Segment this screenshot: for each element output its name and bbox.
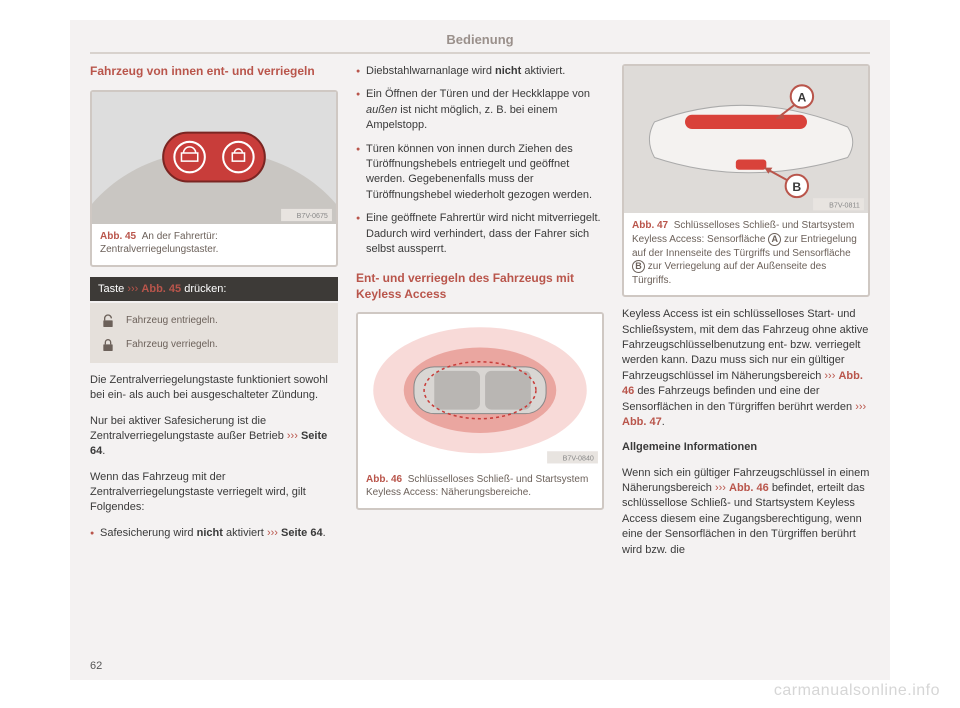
figure-46-image: B7V-0840 xyxy=(358,314,602,467)
figure-47-caption: Abb. 47 Schlüsselloses Schließ- und Star… xyxy=(624,213,868,295)
paragraph: Keyless Access ist ein schlüsselloses St… xyxy=(622,307,870,430)
figure-47-image: A B B7V-0811 xyxy=(624,66,868,213)
page: Bedienung Fahrzeug von innen ent- und ve… xyxy=(70,20,890,680)
figure-45: B7V-0675 Abb. 45 An der Fahrertür: Zentr… xyxy=(90,90,338,267)
lock-row: Fahrzeug verriegeln. xyxy=(100,333,328,357)
figure-46: B7V-0840 Abb. 46 Schlüsselloses Schließ-… xyxy=(356,312,604,510)
svg-text:B7V-0811: B7V-0811 xyxy=(829,201,860,209)
instruction-header: Taste ››› Abb. 45 drücken: xyxy=(90,277,338,301)
paragraph: Wenn das Fahrzeug mit der Zentralverrieg… xyxy=(90,470,338,516)
list-item: Eine geöffnete Fahrertür wird nicht mitv… xyxy=(356,211,604,257)
svg-text:A: A xyxy=(798,91,807,105)
svg-text:B7V-0840: B7V-0840 xyxy=(563,455,594,463)
figure-46-caption: Abb. 46 Schlüsselloses Schließ- und Star… xyxy=(358,467,602,508)
list-item: Safesicherung wird nicht aktiviert ››› S… xyxy=(90,526,338,541)
bullet-list: Diebstahlwarnanlage wird nicht aktiviert… xyxy=(356,64,604,257)
content-columns: Fahrzeug von innen ent- und verriegeln B… xyxy=(90,64,870,568)
paragraph: Nur bei aktiver Safesicherung ist die Ze… xyxy=(90,414,338,460)
column-3: A B B7V-0811 Abb. 47 Schlüsselloses Schl… xyxy=(622,64,870,568)
paragraph: Wenn sich ein gültiger Fahrzeugschlüssel… xyxy=(622,466,870,558)
watermark: carmanualsonline.info xyxy=(774,682,940,700)
instruction-list: Fahrzeug entriegeln. Fahrzeug verriegeln… xyxy=(90,303,338,363)
bullet-list: Safesicherung wird nicht aktiviert ››› S… xyxy=(90,526,338,541)
figure-45-image: B7V-0675 xyxy=(92,92,336,224)
list-item: Türen können von innen durch Ziehen des … xyxy=(356,142,604,204)
column-1: Fahrzeug von innen ent- und verriegeln B… xyxy=(90,64,338,568)
subheading: Allgemeine Informationen xyxy=(622,440,870,455)
page-number: 62 xyxy=(90,660,102,672)
unlock-icon xyxy=(100,313,116,329)
list-item: Diebstahlwarnanlage wird nicht aktiviert… xyxy=(356,64,604,79)
list-item: Ein Öffnen der Türen und der Heckklappe … xyxy=(356,87,604,133)
section-title-keyless: Ent- und verriegeln des Fahrzeugs mit Ke… xyxy=(356,271,604,302)
svg-text:B: B xyxy=(792,180,801,194)
section-title-lock-inside: Fahrzeug von innen ent- und verriegeln xyxy=(90,64,338,80)
column-2: Diebstahlwarnanlage wird nicht aktiviert… xyxy=(356,64,604,568)
lock-icon xyxy=(100,337,116,353)
header-title: Bedienung xyxy=(90,32,870,54)
unlock-row: Fahrzeug entriegeln. xyxy=(100,309,328,333)
figure-47: A B B7V-0811 Abb. 47 Schlüsselloses Schl… xyxy=(622,64,870,297)
figure-45-caption: Abb. 45 An der Fahrertür: Zentralverrieg… xyxy=(92,224,336,265)
svg-text:B7V-0675: B7V-0675 xyxy=(297,212,328,220)
paragraph: Die Zentralverriegelungstaste funktionie… xyxy=(90,373,338,404)
